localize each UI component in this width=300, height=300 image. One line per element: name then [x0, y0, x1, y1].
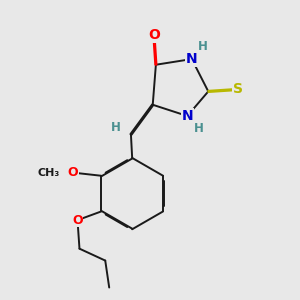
Text: O: O	[148, 28, 160, 42]
Text: O: O	[68, 166, 78, 179]
Text: H: H	[194, 122, 203, 135]
Text: N: N	[182, 109, 193, 123]
Text: O: O	[72, 214, 83, 226]
Text: H: H	[198, 40, 208, 53]
Text: CH₃: CH₃	[38, 168, 60, 178]
Text: N: N	[186, 52, 198, 66]
Text: S: S	[233, 82, 243, 96]
Text: H: H	[111, 121, 121, 134]
